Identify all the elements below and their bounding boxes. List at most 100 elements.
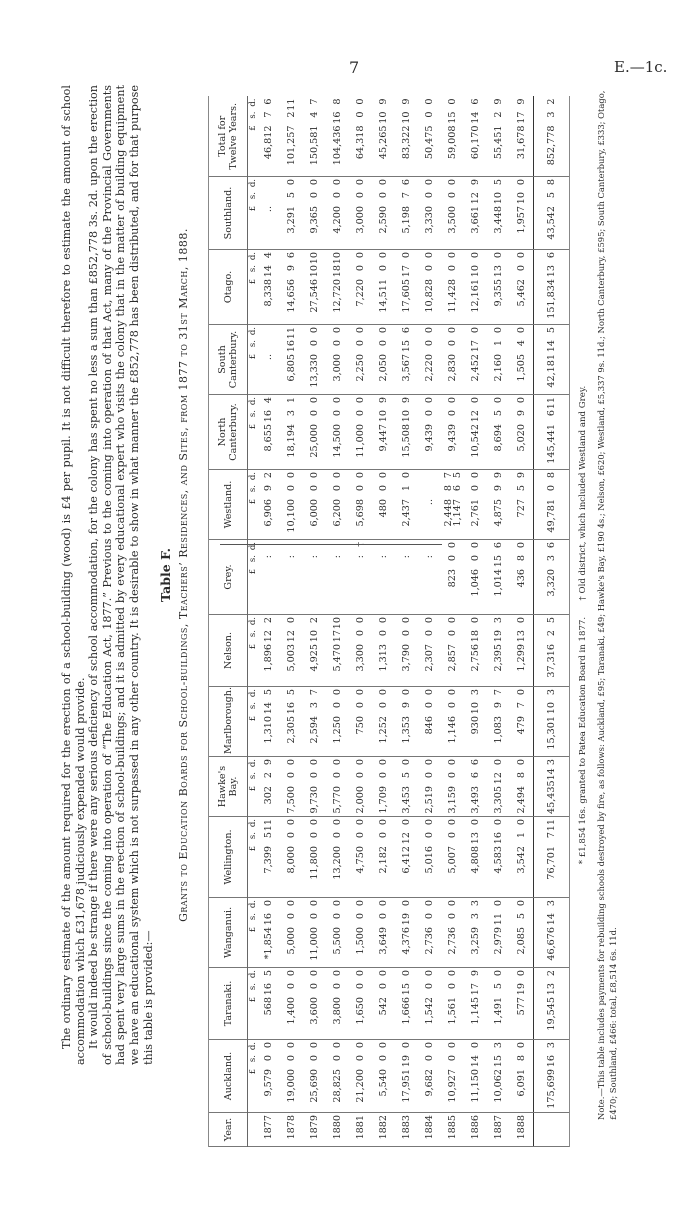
pence: 9 <box>263 759 274 766</box>
pounds: 4,925 <box>309 644 320 672</box>
amount-cell: 5,000 0 0 <box>280 897 303 968</box>
total-cell: 175,699 16 3 <box>533 1039 570 1113</box>
shillings: 7 <box>546 832 557 839</box>
shillings: 15 <box>493 1055 504 1068</box>
column-header: Westland. <box>208 469 248 540</box>
pence: 0 <box>470 1042 481 1049</box>
amount: 8,655 16 4 <box>263 397 274 467</box>
amount-cell: 5,770 0 0 <box>326 756 349 817</box>
pence: 3 <box>493 1042 504 1049</box>
shillings: 10 <box>309 265 320 278</box>
amount-cell: 2,250 0 0 <box>349 324 372 395</box>
units-cell: £ s. d. <box>247 614 258 687</box>
amount-cell: : <box>257 539 280 615</box>
pence: 0 <box>355 179 366 186</box>
pounds: 479 <box>516 716 527 735</box>
pence: 0 <box>424 689 435 696</box>
pounds: £ <box>247 206 258 212</box>
shillings: 0 <box>424 192 435 199</box>
shillings: 5 <box>516 485 527 492</box>
pounds: 4,583 <box>493 846 504 874</box>
amount-cell: 480 0 0 <box>372 469 395 540</box>
amount: 59,008 15 0 <box>447 99 458 175</box>
units-label: £ s. d. <box>247 542 258 612</box>
amount-cell: 5,462 0 0 <box>510 249 534 325</box>
pounds: 2,979 <box>493 927 504 955</box>
shillings: 0 <box>447 983 458 990</box>
amount: 3,305 12 0 <box>493 759 504 814</box>
total-cell: 15,301 10 3 <box>533 686 570 757</box>
amount-cell: 45,265 10 9 <box>372 96 395 177</box>
amount: 1,896 12 2 <box>263 617 274 684</box>
year-cell: 1883 <box>395 1112 418 1147</box>
pence: 3 <box>546 689 557 696</box>
pence: 6 <box>546 252 557 259</box>
pence: 0 <box>493 252 504 259</box>
amount: 15,508 10 9 <box>401 397 412 467</box>
pounds <box>309 569 320 612</box>
shillings: 0 <box>447 630 458 637</box>
amount-cell: .. <box>257 324 280 395</box>
amount: 3,649 0 0 <box>378 900 389 965</box>
pence: 0 <box>332 759 343 766</box>
pounds: 9,439 <box>447 424 458 452</box>
shillings: 0 <box>355 630 366 637</box>
pence: 0 <box>424 759 435 766</box>
pence: 0 <box>516 900 527 907</box>
amount: : <box>309 542 320 612</box>
shillings: 0 <box>378 983 389 990</box>
amount: *1,854 16 0 <box>263 900 274 965</box>
amount-cell: 1,250 0 0 <box>326 686 349 757</box>
pence: 0 <box>332 819 343 826</box>
shillings: 0 <box>424 983 435 990</box>
pounds: 2,594 <box>309 716 320 744</box>
amount: 10,828 0 0 <box>424 252 435 322</box>
column-header: Southland. <box>208 176 248 250</box>
pence: 0 <box>401 900 412 907</box>
table-row: 1884 9,682 0 0 1,542 0 0 2,736 0 0 5,016 0 0 2,519 0 0 8… <box>418 96 441 1147</box>
shillings: 0 <box>309 772 320 779</box>
totals-row: 175,699 16 3 19,545 13 2 46,676 14 3 76,701 7 11 45,… <box>533 96 570 1147</box>
pence: 3 <box>546 1042 557 1049</box>
shillings: 0 <box>378 485 389 492</box>
shillings <box>263 192 274 206</box>
amount-cell: 2,305 16 5 <box>280 686 303 757</box>
pence: 0 <box>309 970 320 977</box>
pounds: 11,150 <box>470 1069 481 1103</box>
table-row: 1882 5,540 0 0 542 0 0 3,649 0 0 2,182 0 0 1,709 0 0 1,2… <box>372 96 395 1147</box>
pounds: 9,439 <box>424 424 435 452</box>
pence: 0 <box>332 970 343 977</box>
pounds: 3,800 <box>332 997 343 1025</box>
amount-cell: 1,310 14 5 <box>257 686 280 757</box>
pence: 5 <box>546 327 557 334</box>
total-amount: 37,316 2 5 <box>546 617 557 684</box>
pounds: 10,542 <box>470 424 481 458</box>
pence: 0 <box>516 759 527 766</box>
pence: 0 <box>309 900 320 907</box>
amount: 1,709 0 0 <box>378 759 389 814</box>
shillings: : <box>401 555 412 559</box>
shillings: 0 <box>309 913 320 920</box>
pounds: 3,159 <box>447 786 458 814</box>
year-cell: 1885 <box>441 1112 464 1147</box>
shillings: 19 <box>401 913 412 926</box>
pence: 9 <box>493 472 504 479</box>
shillings: 13 <box>516 630 527 643</box>
shillings: 10 <box>378 410 389 423</box>
table-row: 1877 9,579 0 0 568 16 5 *1,854 16 0 7,399 5 11 302 2 9 1… <box>257 96 280 1147</box>
amount: 6,906 9 2 <box>263 472 274 537</box>
amount-cell: 3,000 0 0 <box>326 324 349 395</box>
pounds: 4,376 <box>401 927 412 955</box>
rotated-page-content: The ordinary estimate of the amount requ… <box>60 85 640 1150</box>
pence: 0 <box>309 397 320 404</box>
amount: 5,698 0 0 <box>355 472 366 537</box>
pence: 0 <box>401 689 412 696</box>
amount-cell: 9,365 0 0 <box>303 176 326 250</box>
pounds: 3,000 <box>355 206 366 234</box>
pounds: 46,676 <box>546 927 557 961</box>
amount-cell: 18,194 3 1 <box>280 394 303 470</box>
pounds: £ <box>247 569 258 575</box>
shillings: 0 <box>355 111 366 118</box>
shillings: 6 <box>546 410 557 417</box>
pounds: 1,542 <box>424 997 435 1025</box>
